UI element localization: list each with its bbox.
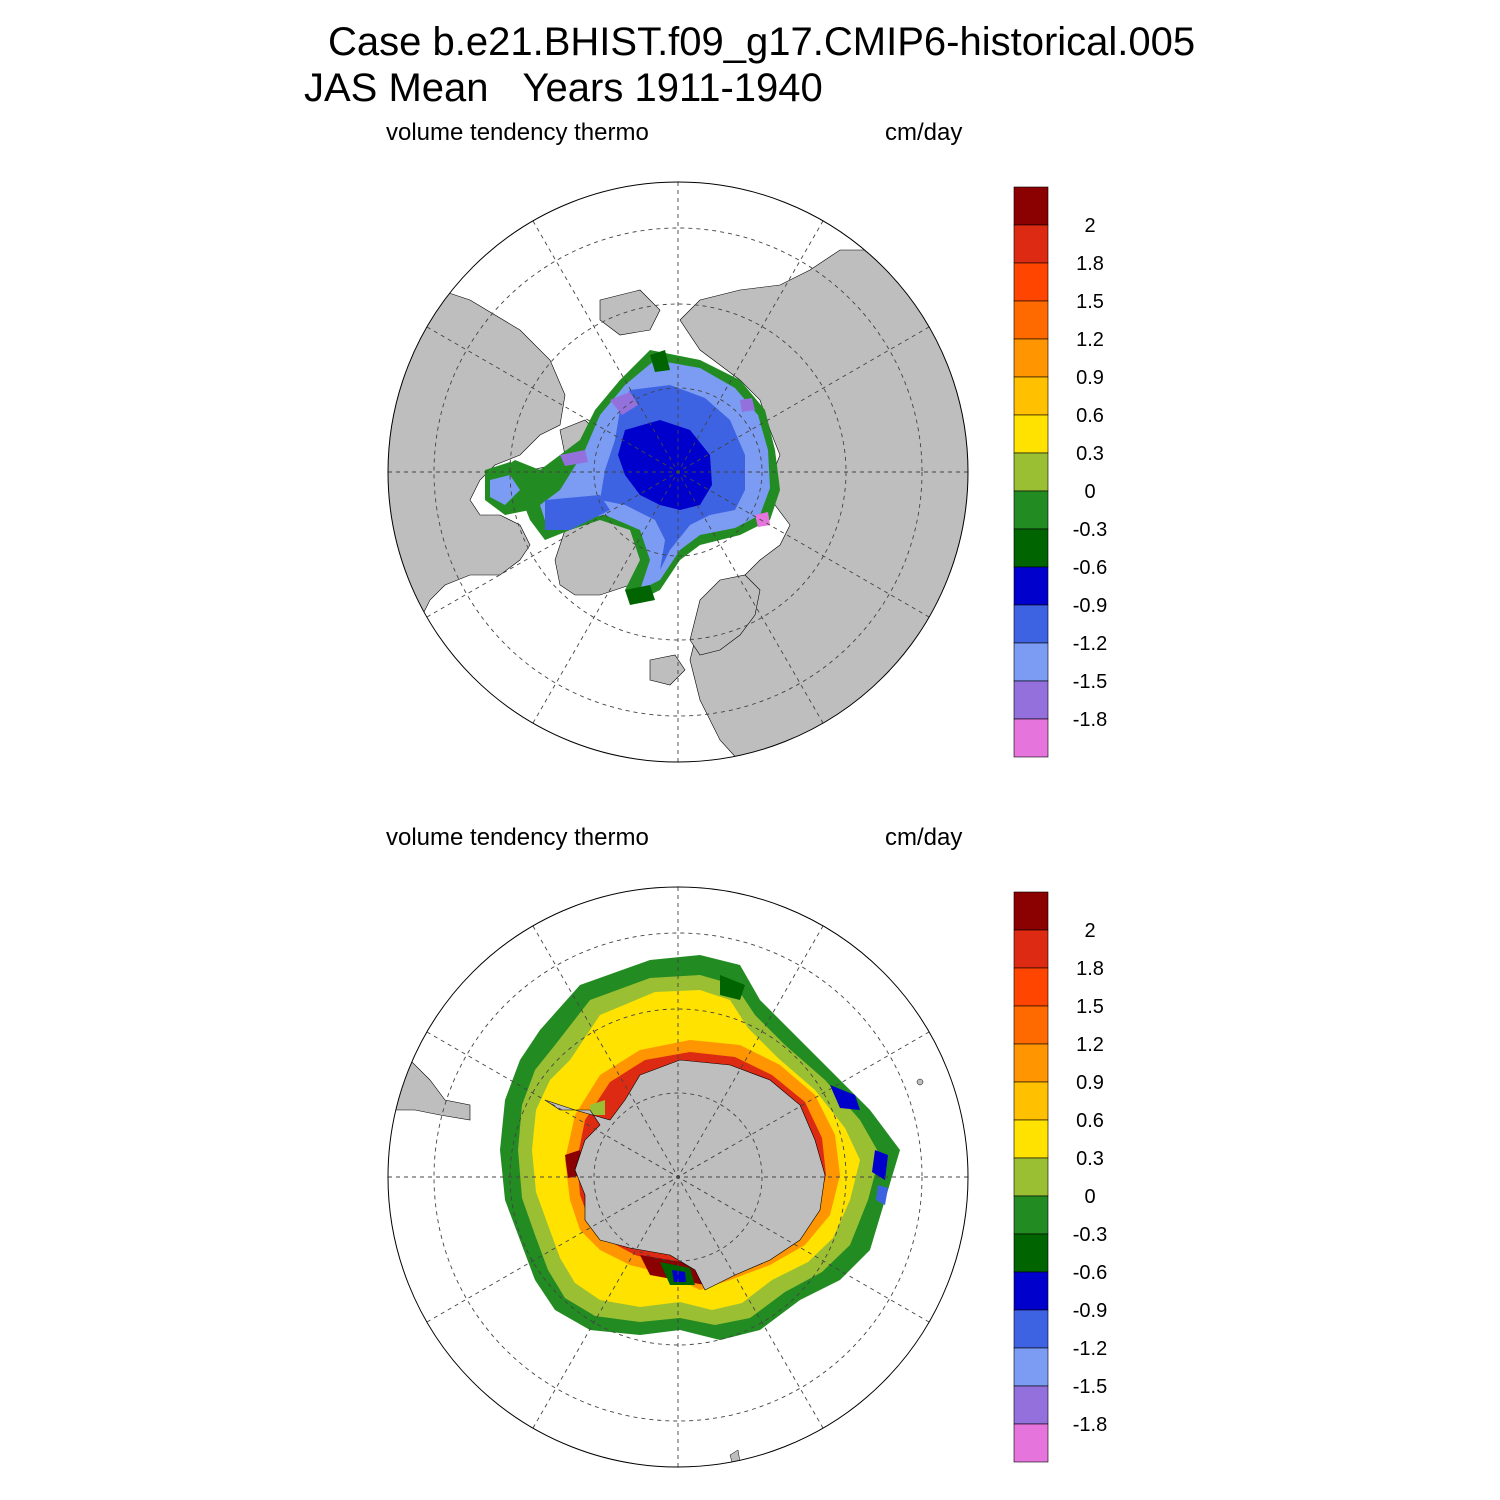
south-colorbar-swatch	[1013, 1423, 1049, 1463]
south-variable-label: volume tendency thermo	[386, 824, 649, 851]
south-colorbar-label: -1.8	[1073, 1414, 1107, 1436]
south-colorbar-swatch	[1013, 1119, 1049, 1159]
north-colorbar-swatch	[1013, 338, 1049, 378]
south-graticule	[388, 887, 968, 1467]
north-colorbar-swatch	[1013, 566, 1049, 606]
north-colorbar-swatch	[1013, 376, 1049, 416]
south-colorbar-label: -1.2	[1073, 1338, 1107, 1360]
north-colorbar-label: 0.6	[1076, 405, 1104, 427]
figure-title-case: Case b.e21.BHIST.f09_g17.CMIP6-historica…	[328, 20, 1196, 64]
north-colorbar-label: 0.3	[1076, 443, 1104, 465]
south-colorbar-label: 1.5	[1076, 996, 1104, 1018]
north-colorbar-label: 0	[1084, 481, 1095, 503]
north-colorbar-label: -1.5	[1073, 671, 1107, 693]
south-colorbar-label: 1.2	[1076, 1034, 1104, 1056]
north-colorbar-swatch	[1013, 300, 1049, 340]
south-colorbar-label: 0.9	[1076, 1072, 1104, 1094]
north-colorbar-label: 1.8	[1076, 253, 1104, 275]
north-field	[485, 350, 780, 605]
north-units-label: cm/day	[885, 119, 963, 146]
north-colorbar-swatch	[1013, 642, 1049, 682]
south-colorbar-label: -0.3	[1073, 1224, 1107, 1246]
years-label: Years 1911-1940	[522, 66, 823, 110]
north-colorbar-label: -0.3	[1073, 519, 1107, 541]
south-colorbar-label: -1.5	[1073, 1376, 1107, 1398]
north-colorbar-label: 1.5	[1076, 291, 1104, 313]
north-colorbar-swatch	[1013, 186, 1049, 226]
north-colorbar-swatch	[1013, 490, 1049, 530]
north-colorbar-label: -0.6	[1073, 557, 1107, 579]
south-colorbar-label: 0.3	[1076, 1148, 1104, 1170]
north-colorbar: 2 1.8 1.5 1.2 0.9 0.6 0.3 0 -0.3 -0.6 -0.9 -1.2 -1.5…	[1013, 186, 1107, 758]
south-units-label: cm/day	[885, 824, 963, 851]
south-map-border	[387, 886, 969, 1468]
north-colorbar-swatch	[1013, 604, 1049, 644]
south-colorbar-swatch	[1013, 1347, 1049, 1387]
north-colorbar-swatch	[1013, 262, 1049, 302]
south-colorbar-swatch	[1013, 929, 1049, 969]
figure-title-season: JAS Mean Years 1911-1940	[304, 68, 823, 108]
north-colorbar-label: -1.8	[1073, 709, 1107, 731]
south-colorbar-label: 0.6	[1076, 1110, 1104, 1132]
north-colorbar-swatch	[1013, 452, 1049, 492]
south-colorbar-swatch	[1013, 1195, 1049, 1235]
north-colorbar-swatch	[1013, 414, 1049, 454]
north-variable-label: volume tendency thermo	[386, 119, 649, 146]
south-colorbar-swatch	[1013, 1309, 1049, 1349]
south-colorbar-swatch	[1013, 967, 1049, 1007]
north-colorbar-swatch	[1013, 224, 1049, 264]
south-colorbar: 2 1.8 1.5 1.2 0.9 0.6 0.3 0 -0.3 -0.6 -0.9 -1.2 -1.5…	[1013, 891, 1107, 1463]
north-colorbar-label: 2	[1084, 215, 1095, 237]
south-colorbar-label: -0.6	[1073, 1262, 1107, 1284]
north-colorbar-label: -0.9	[1073, 595, 1107, 617]
north-colorbar-swatch	[1013, 680, 1049, 720]
season-label: JAS Mean	[304, 66, 489, 110]
north-colorbar-swatch	[1013, 718, 1049, 758]
south-colorbar-label: -0.9	[1073, 1300, 1107, 1322]
north-colorbar-swatch	[1013, 528, 1049, 568]
south-colorbar-swatch	[1013, 1271, 1049, 1311]
north-colorbar-label: -1.2	[1073, 633, 1107, 655]
north-map-border	[387, 181, 969, 763]
south-colorbar-swatch	[1013, 1005, 1049, 1045]
north-graticule	[388, 182, 968, 762]
south-colorbar-label: 1.8	[1076, 958, 1104, 980]
south-colorbar-swatch	[1013, 1043, 1049, 1083]
south-polar-map	[387, 886, 969, 1468]
south-colorbar-swatch	[1013, 1081, 1049, 1121]
south-colorbar-swatch	[1013, 1385, 1049, 1425]
south-colorbar-swatch	[1013, 1233, 1049, 1273]
south-colorbar-label: 0	[1084, 1186, 1095, 1208]
north-colorbar-label: 0.9	[1076, 367, 1104, 389]
south-colorbar-swatch	[1013, 1157, 1049, 1197]
south-colorbar-swatch	[1013, 891, 1049, 931]
north-colorbar-label: 1.2	[1076, 329, 1104, 351]
north-polar-map	[387, 181, 969, 763]
south-colorbar-label: 2	[1084, 920, 1095, 942]
